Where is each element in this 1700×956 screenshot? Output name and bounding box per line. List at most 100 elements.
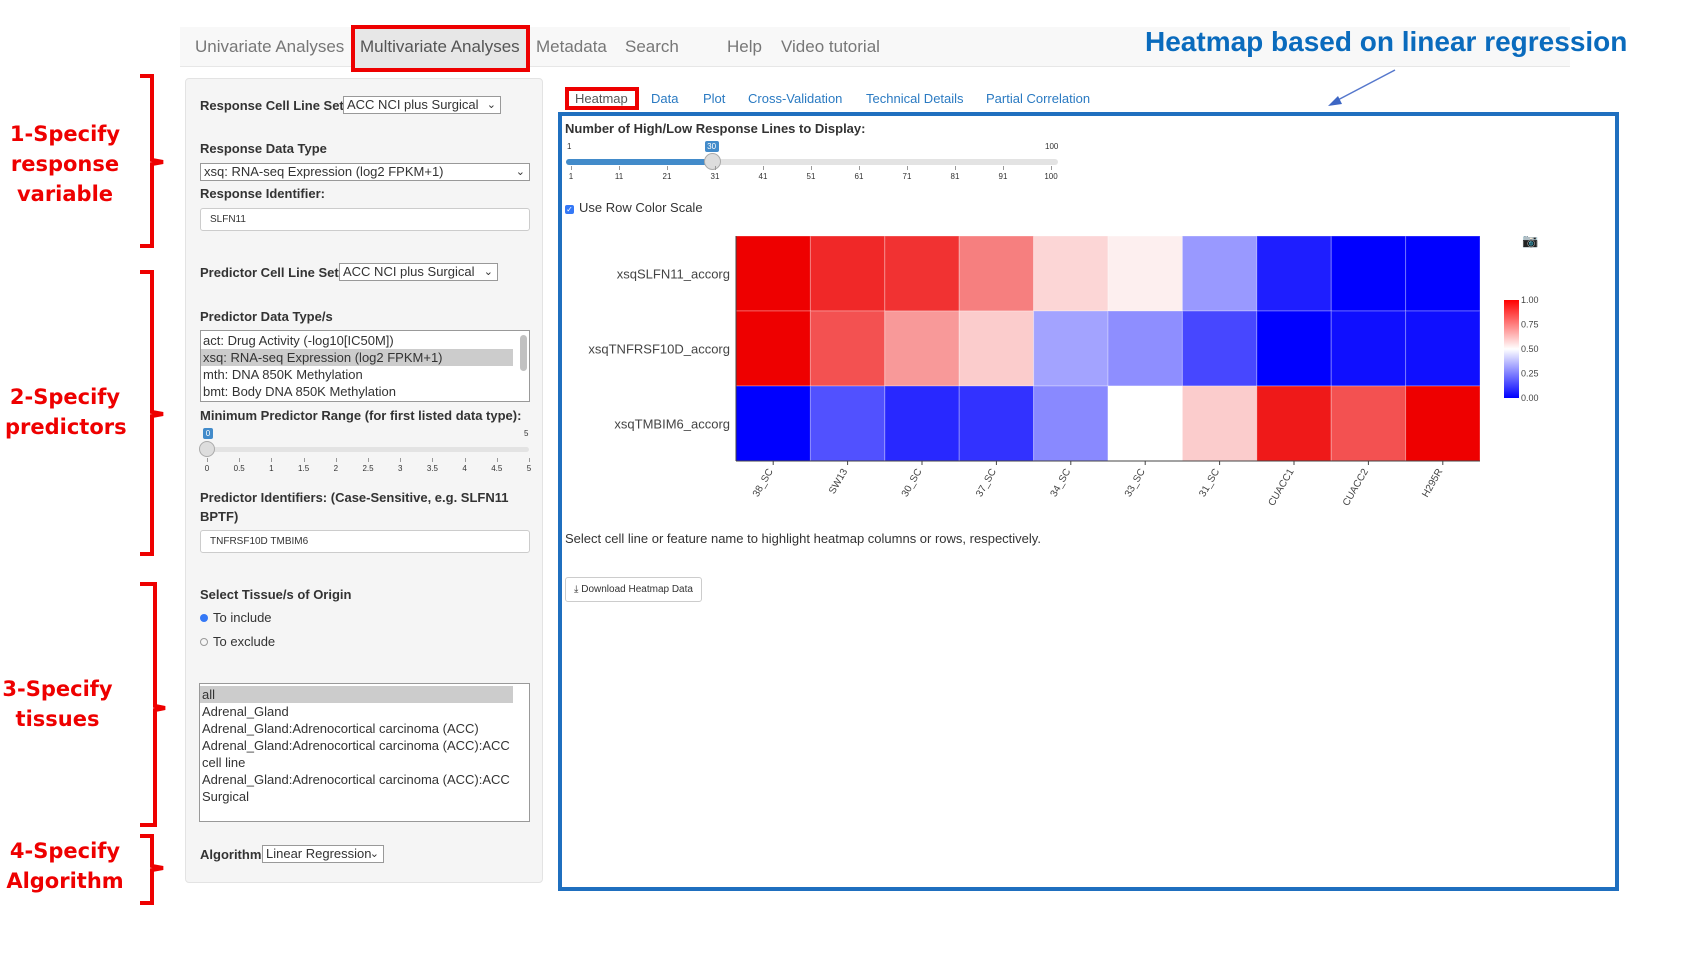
slider-tick-mark	[207, 458, 208, 462]
heatmap-cell[interactable]	[735, 235, 811, 312]
heatmap-cell[interactable]	[1256, 235, 1332, 312]
response-identifier-input[interactable]: SLFN11	[200, 208, 530, 231]
predictor-data-types-label: Predictor Data Type/s	[200, 309, 333, 324]
heatmap-column-label[interactable]: SW13	[827, 467, 850, 496]
list-option[interactable]: bmt: Body DNA 850K Methylation	[203, 384, 396, 399]
heatmap-row-label[interactable]: xsqTMBIM6_accorg	[614, 417, 730, 432]
tab-plot[interactable]: Plot	[703, 91, 726, 106]
heatmap-cell[interactable]	[1107, 385, 1183, 462]
min-range-slider-track[interactable]	[207, 447, 529, 452]
radio-checked-icon	[200, 614, 208, 622]
heatmap-cell[interactable]	[735, 310, 811, 387]
slider-tick-mark	[400, 458, 402, 462]
scrollbar[interactable]	[520, 335, 527, 371]
tab-technical-details[interactable]: Technical Details	[866, 91, 964, 106]
tab-partial-correlation[interactable]: Partial Correlation	[986, 91, 1091, 106]
slider-tick-mark	[1051, 166, 1052, 170]
heatmap-cell[interactable]	[958, 310, 1035, 387]
heatmap-cell[interactable]	[1107, 235, 1183, 312]
nav-metadata[interactable]: Metadata	[536, 37, 607, 56]
heatmap-cell[interactable]	[1405, 235, 1481, 312]
heatmap-cell[interactable]	[1330, 385, 1407, 462]
list-option[interactable]: Adrenal_Gland:Adrenocortical carcinoma (…	[202, 721, 479, 736]
annotation-step-3: 3-Specify tissues	[2, 677, 113, 731]
response-data-type-select[interactable]: xsq: RNA-seq Expression (log2 FPKM+1) ⌄	[200, 163, 530, 181]
list-option[interactable]: Adrenal_Gland:Adrenocortical carcinoma (…	[202, 738, 510, 770]
predictor-data-types-listbox[interactable]: act: Drug Activity (-log10[IC50M]) xsq: …	[200, 330, 530, 402]
algorithm-select[interactable]: Linear Regression ⌄	[262, 845, 384, 863]
list-option-selected[interactable]: xsq: RNA-seq Expression (log2 FPKM+1)	[201, 349, 513, 366]
slider-tick-label: 1.5	[298, 464, 310, 473]
heatmap-cell[interactable]	[1181, 385, 1258, 462]
heatmap-cell[interactable]	[1256, 310, 1332, 387]
heatmap-cell[interactable]	[1405, 385, 1481, 462]
heatmap-column-label[interactable]: 38_SC	[751, 467, 776, 499]
heatmap-cell[interactable]	[735, 385, 811, 462]
nav-help[interactable]: Help	[727, 37, 762, 56]
heatmap-column-label[interactable]: H295R	[1420, 467, 1445, 499]
list-option[interactable]: mth: DNA 850K Methylation	[203, 367, 363, 382]
heatmap-cell[interactable]	[1033, 385, 1109, 462]
list-option[interactable]: Adrenal_Gland:Adrenocortical carcinoma (…	[202, 772, 510, 804]
radio-exclude[interactable]: To exclude	[200, 634, 275, 649]
heatmap-column-label[interactable]: 33_SC	[1123, 467, 1148, 499]
slider-tick-mark	[619, 166, 620, 170]
heatmap-cell[interactable]	[1181, 310, 1258, 387]
tab-cross-validation[interactable]: Cross-Validation	[748, 91, 843, 106]
heatmap-hint: Select cell line or feature name to high…	[565, 531, 1041, 546]
slider-tick-mark	[571, 166, 572, 170]
heatmap-column-label[interactable]: CUACC2	[1341, 467, 1371, 508]
heatmap-cell[interactable]	[809, 235, 886, 312]
slider-tick-label: 61	[854, 172, 864, 181]
slider-tick-label: 51	[806, 172, 816, 181]
heatmap-row-label[interactable]: xsqTNFRSF10D_accorg	[588, 342, 730, 357]
nav-multivariate[interactable]: Multivariate Analyses	[360, 37, 520, 56]
row-color-scale-checkbox[interactable]: ✓ Use Row Color Scale	[565, 200, 703, 215]
heatmap-column-label[interactable]: 37_SC	[974, 467, 999, 499]
heatmap-cell[interactable]	[1107, 310, 1183, 387]
heatmap-cell[interactable]	[1405, 310, 1481, 387]
slider-tick-mark	[955, 166, 956, 170]
heatmap-cell[interactable]	[884, 310, 960, 387]
tissue-label: Select Tissue/s of Origin	[200, 587, 352, 602]
heatmap-cell[interactable]	[809, 385, 886, 462]
min-range-slider-handle[interactable]	[199, 441, 215, 457]
tab-heatmap[interactable]: Heatmap	[575, 91, 628, 106]
heatmap-column-label[interactable]: CUACC1	[1267, 467, 1297, 508]
list-option[interactable]: act: Drug Activity (-log10[IC50M])	[203, 333, 394, 348]
select-value: Linear Regression	[266, 846, 372, 861]
radio-include[interactable]: To include	[200, 610, 272, 625]
list-option[interactable]: Adrenal_Gland	[202, 704, 289, 719]
heatmap-cell[interactable]	[1181, 235, 1258, 312]
download-heatmap-button[interactable]: ⤓ Download Heatmap Data	[565, 577, 702, 602]
nav-search[interactable]: Search	[625, 37, 679, 56]
predictor-cell-line-set-select[interactable]: ACC NCI plus Surgical ⌄	[339, 263, 498, 281]
predictor-identifiers-input[interactable]: TNFRSF10D TMBIM6	[200, 530, 530, 553]
slider-tick-mark	[239, 458, 241, 462]
heatmap-row-label[interactable]: xsqSLFN11_accorg	[617, 267, 730, 282]
list-option-selected[interactable]: all	[200, 686, 513, 703]
tissue-listbox[interactable]: all Adrenal_Gland Adrenal_Gland:Adrenoco…	[199, 683, 530, 822]
nav-video-tutorial[interactable]: Video tutorial	[781, 37, 880, 56]
heatmap-cell[interactable]	[958, 385, 1035, 462]
heatmap-column-label[interactable]: 31_SC	[1197, 467, 1222, 499]
heatmap-cell[interactable]	[884, 385, 960, 462]
heatmap-cell[interactable]	[1033, 235, 1109, 312]
heatmap-column-label[interactable]: 34_SC	[1049, 467, 1074, 499]
heatmap-cell[interactable]	[884, 235, 960, 312]
heatmap-cell[interactable]	[958, 235, 1035, 312]
heatmap-cell[interactable]	[1330, 235, 1407, 312]
nav-univariate[interactable]: Univariate Analyses	[195, 37, 345, 56]
lines-slider-track[interactable]	[566, 159, 1058, 165]
heatmap-cell[interactable]	[1033, 310, 1109, 387]
heatmap-cell[interactable]	[1330, 310, 1407, 387]
camera-icon[interactable]: 📷	[1522, 233, 1539, 248]
lines-slider-handle[interactable]	[703, 153, 721, 170]
heatmap-cell[interactable]	[1256, 385, 1332, 462]
response-cell-line-set-select[interactable]: ACC NCI plus Surgical ⌄	[343, 96, 501, 114]
heatmap-column-label[interactable]: 30_SC	[900, 467, 925, 499]
tab-data[interactable]: Data	[651, 91, 679, 106]
radio-label: To include	[213, 610, 272, 625]
heatmap-cell[interactable]	[809, 310, 886, 387]
slider-tick-label: 0	[204, 464, 210, 473]
